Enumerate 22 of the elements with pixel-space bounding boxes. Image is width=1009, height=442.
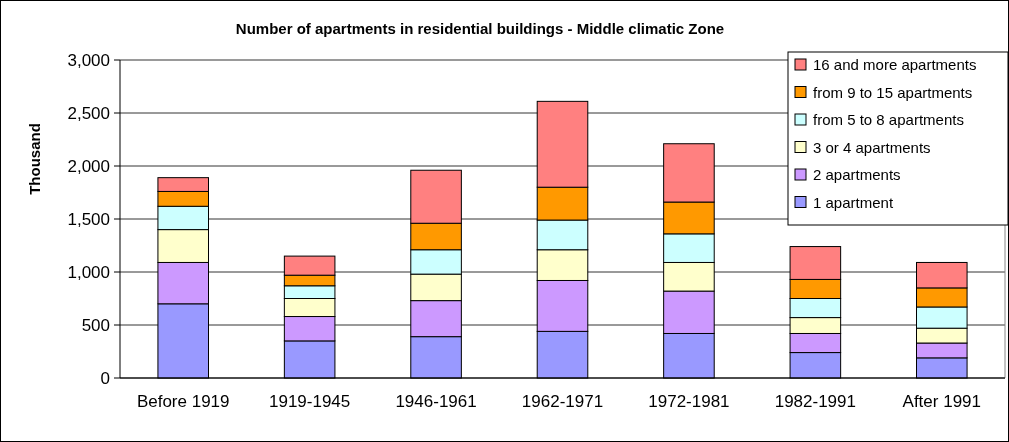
y-tick-label: 2,500	[67, 103, 110, 123]
y-tick-label: 1,000	[67, 262, 110, 282]
y-tick-label: 2,000	[67, 156, 110, 176]
legend-label: from 5 to 8 apartments	[813, 111, 964, 129]
y-tick-label: 500	[81, 315, 110, 335]
x-tick-label: 1919-1945	[268, 392, 351, 411]
chart-title: Number of apartments in residential buildings - Middle climatic Zone	[235, 20, 725, 37]
y-tick-label: 1,500	[67, 209, 110, 229]
x-tick-label: After 1991	[902, 392, 982, 411]
legend-label: from 9 to 15 apartments	[813, 83, 973, 101]
y-axis-title: Thousand	[26, 123, 43, 195]
x-tick-label: 1962-1971	[521, 392, 604, 411]
legend-label: 2 apartments	[813, 166, 901, 184]
legend-label: 1 apartment	[813, 193, 894, 211]
y-tick-label: 0	[100, 368, 110, 388]
legend-label: 16 and more apartments	[813, 56, 977, 74]
x-tick-label: Before 1919	[136, 392, 230, 411]
y-tick-label: 3,000	[67, 50, 110, 70]
x-tick-label: 1946-1961	[395, 392, 477, 411]
legend-label: 3 or 4 apartments	[813, 138, 931, 156]
x-tick-label: 1982-1991	[774, 392, 857, 411]
x-tick-label: 1972-1981	[648, 392, 730, 411]
